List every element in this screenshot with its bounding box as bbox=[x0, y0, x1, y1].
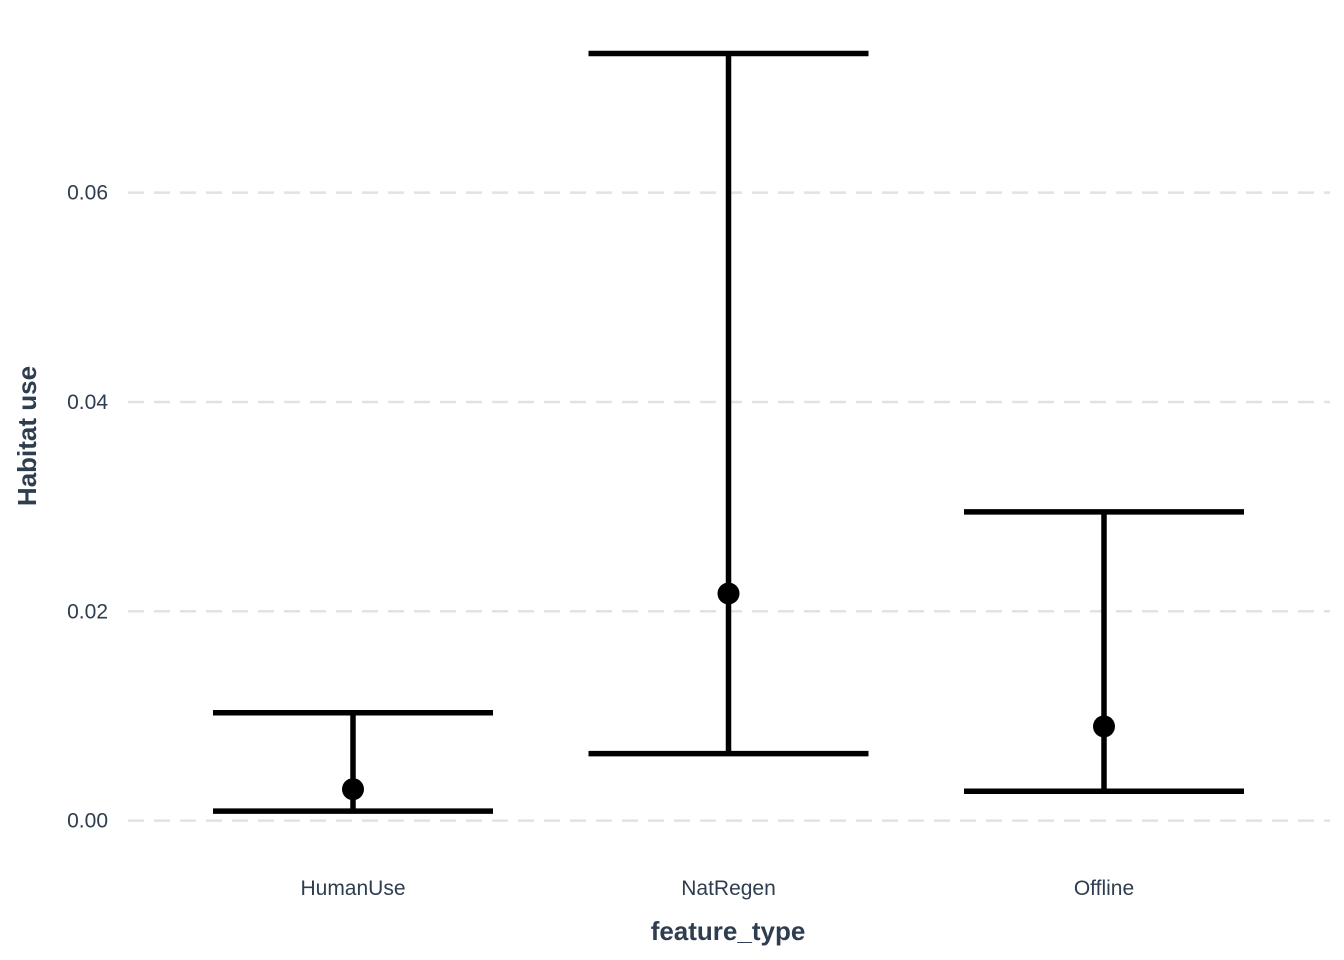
y-tick-label-2: 0.04 bbox=[67, 391, 108, 414]
error-bars bbox=[213, 50, 1244, 814]
x-tick-label-natregen: NatRegen bbox=[681, 877, 776, 900]
x-axis-title: feature_type bbox=[651, 916, 806, 946]
point-estimate-humanuse bbox=[342, 778, 364, 801]
x-axis-ticks: HumanUse NatRegen Offline bbox=[300, 877, 1134, 900]
y-tick-label-3: 0.06 bbox=[67, 182, 108, 205]
errorbar-offline bbox=[964, 509, 1244, 795]
y-tick-label-0: 0.00 bbox=[67, 810, 108, 833]
y-axis-title: Habitat use bbox=[12, 366, 42, 506]
y-axis-ticks: 0.00 0.02 0.04 0.06 bbox=[67, 182, 108, 833]
y-tick-label-1: 0.02 bbox=[67, 600, 108, 623]
x-tick-label-offline: Offline bbox=[1074, 877, 1134, 900]
point-estimate-offline bbox=[1093, 715, 1115, 738]
errorbar-natregen bbox=[588, 50, 869, 757]
point-estimate-natregen bbox=[717, 582, 740, 605]
point-estimates bbox=[342, 582, 1115, 801]
x-tick-label-humanuse: HumanUse bbox=[300, 877, 405, 900]
